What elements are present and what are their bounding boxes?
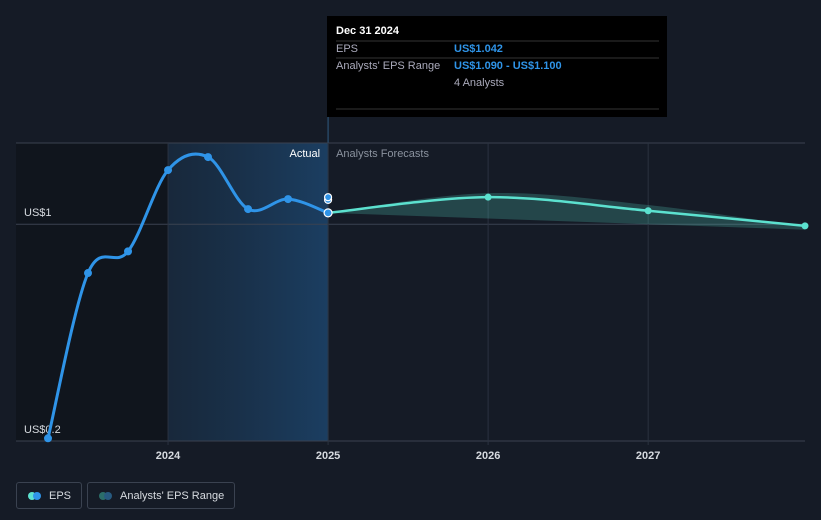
tooltip-label: Analysts' EPS Range	[336, 60, 440, 72]
pre-period	[16, 143, 169, 441]
eps-point	[124, 247, 133, 256]
eps-point	[164, 166, 173, 175]
x-tick-label: 2027	[636, 450, 660, 462]
tooltip-value: US$1.090 - US$1.100	[454, 60, 562, 72]
y-tick-label: US$1	[24, 207, 52, 219]
eps-point	[204, 153, 213, 162]
legend-label: EPS	[49, 489, 72, 502]
region-label: Analysts Forecasts	[336, 148, 429, 160]
legend-swatch	[28, 491, 41, 500]
legend-label: Analysts' EPS Range	[120, 489, 225, 502]
y-tick-label: US$0.2	[24, 424, 61, 436]
range-band	[328, 192, 805, 230]
tooltip-note: 4 Analysts	[454, 77, 505, 89]
eps-point	[84, 269, 93, 278]
forecast-point	[801, 222, 809, 230]
x-tick-label: 2025	[316, 450, 340, 462]
range-point	[323, 193, 333, 202]
eps-point	[244, 205, 253, 214]
eps-point	[323, 208, 333, 218]
tooltip: Dec 31 2024 EPS US$1.042 Analysts' EPS R…	[327, 16, 667, 117]
eps-point	[284, 195, 293, 204]
legend-item[interactable]: Analysts' EPS Range	[87, 482, 236, 509]
tooltip-box	[327, 16, 667, 117]
tooltip-date: Dec 31 2024	[336, 25, 400, 37]
x-tick-label: 2024	[156, 450, 181, 462]
marks-layer	[44, 152, 809, 443]
actual-region	[168, 143, 329, 441]
forecast-point	[484, 193, 492, 201]
forecast-line	[327, 195, 806, 228]
eps-point	[44, 434, 52, 443]
tooltip-label: EPS	[336, 43, 358, 55]
tooltip-value: US$1.042	[454, 43, 503, 55]
x-tick-label: 2026	[476, 450, 500, 462]
legend-item[interactable]: EPS	[16, 482, 83, 509]
grid-layer: US$0.2 US$1 2024 2025 2026 2027	[16, 142, 805, 462]
legend-swatch	[99, 491, 112, 500]
region-label: Actual	[289, 148, 320, 160]
forecast-point	[644, 207, 652, 215]
background-layer: Actual Analysts Forecasts	[16, 16, 429, 441]
